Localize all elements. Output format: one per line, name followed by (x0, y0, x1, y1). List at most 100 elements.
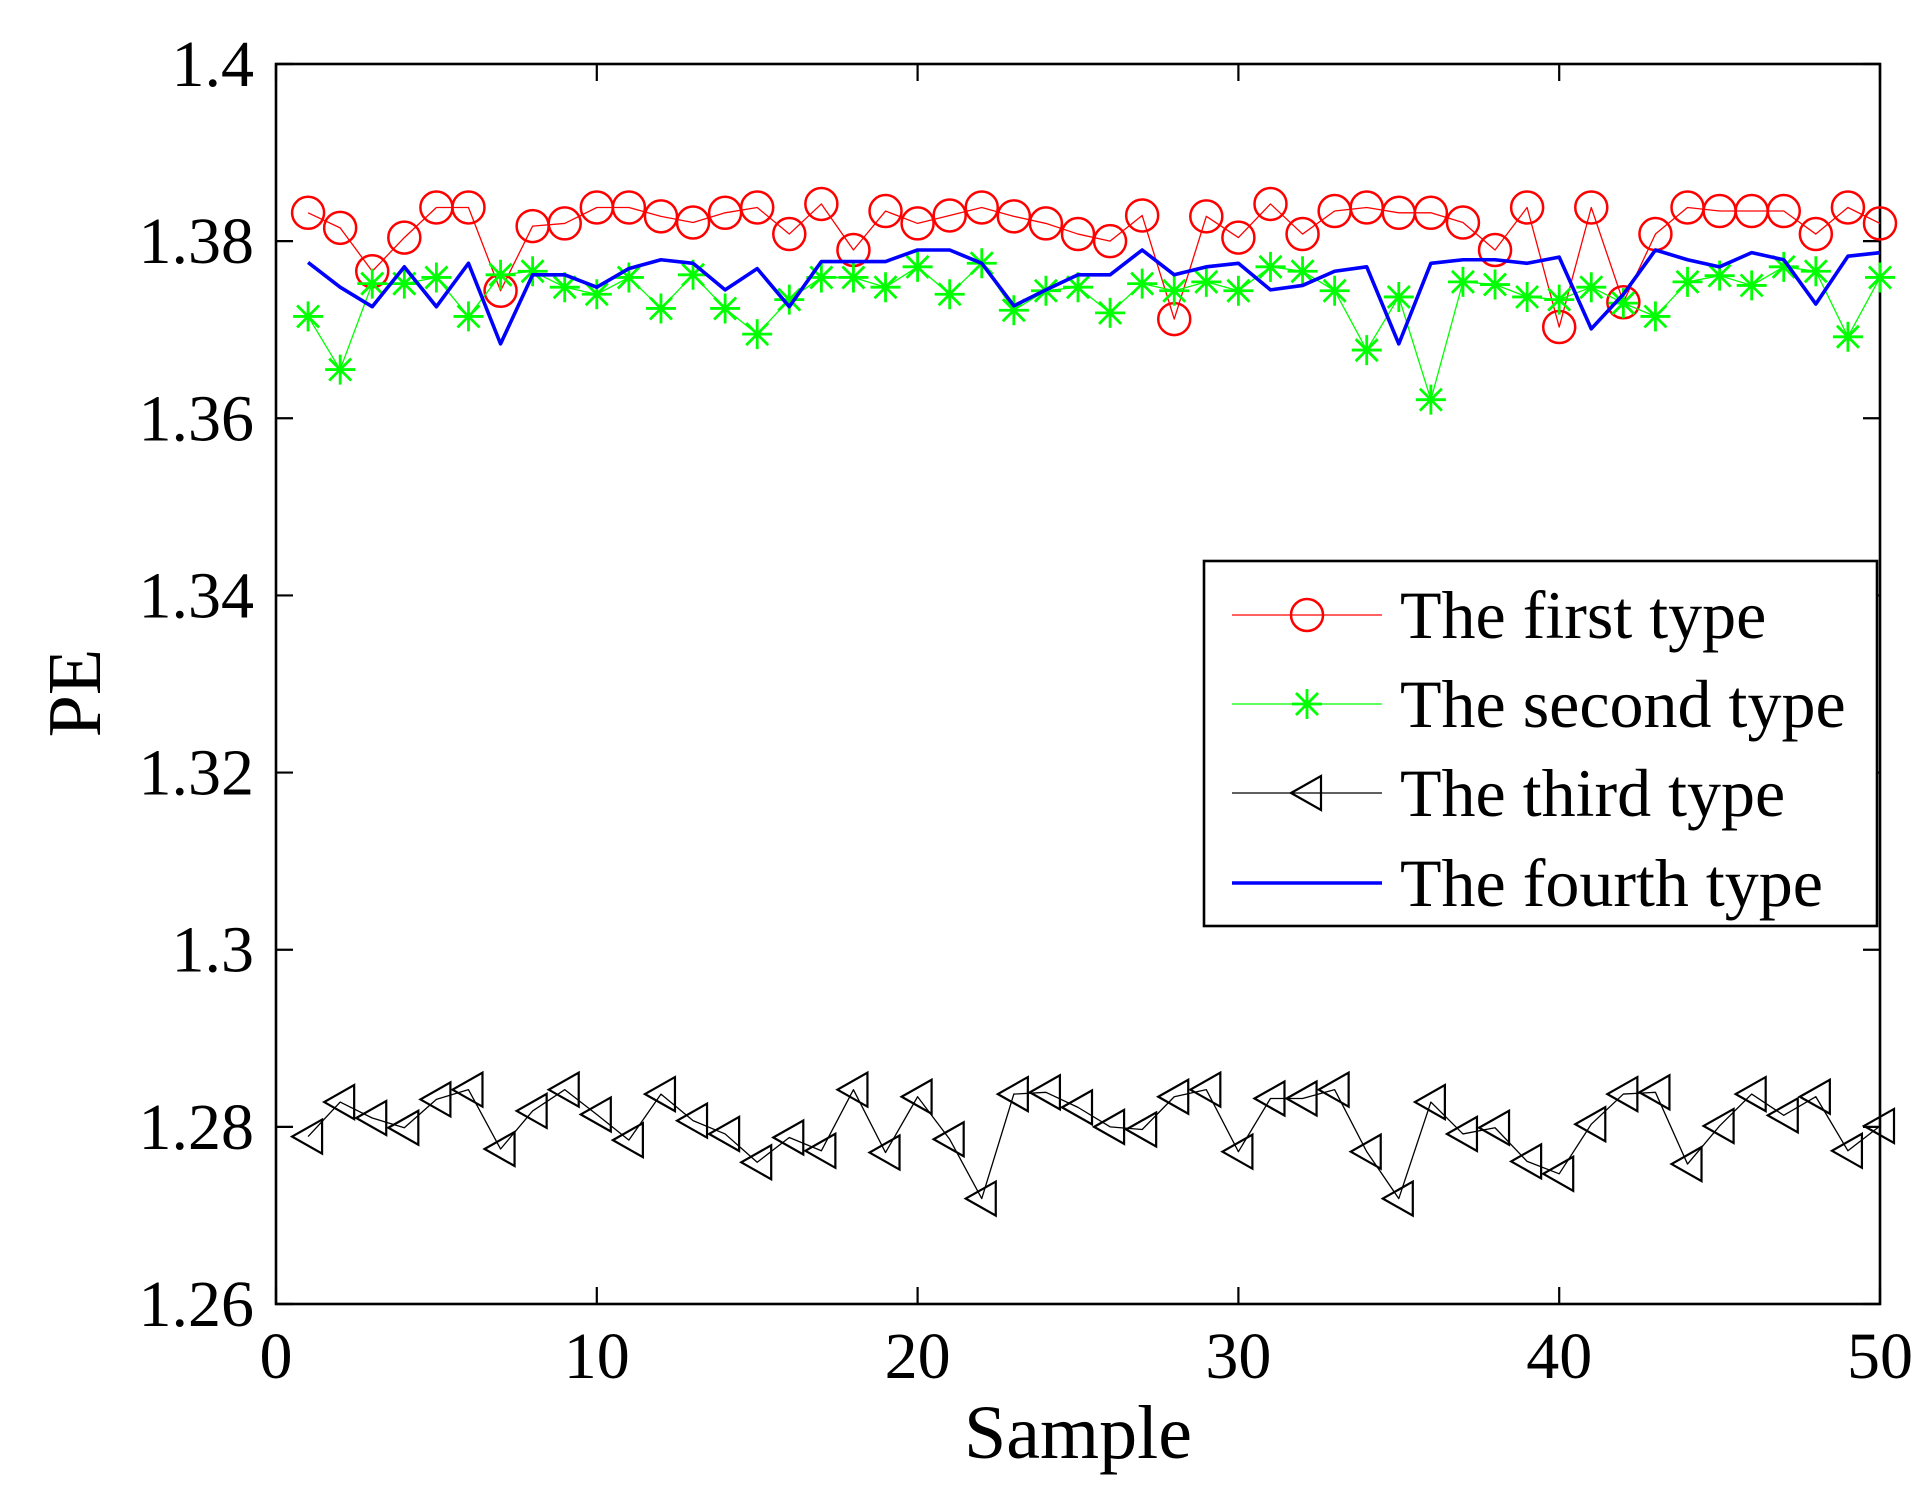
series-2-point (389, 268, 420, 299)
series-2-point (645, 293, 676, 324)
series-3-point (706, 1115, 741, 1153)
series-2-point (998, 295, 1029, 326)
series-2-point (1447, 266, 1478, 297)
series-1-point (1830, 190, 1866, 225)
series-1-point (1092, 223, 1128, 259)
series-3-point (482, 1130, 516, 1168)
series-2-point (1255, 251, 1286, 282)
series-3-point (1091, 1107, 1126, 1146)
series-2-point (1351, 335, 1382, 366)
series-1-point (1253, 186, 1288, 222)
series-3-point (1444, 1115, 1479, 1153)
series-3-point (1573, 1105, 1607, 1144)
series-3-point (1380, 1179, 1414, 1218)
series-2-point (870, 272, 901, 303)
legend-label: The fourth type (1400, 845, 1823, 921)
x-tick-label: 20 (885, 1320, 951, 1393)
series-1-point (451, 190, 486, 225)
series-1-point (675, 205, 711, 240)
series-3-point (995, 1075, 1029, 1113)
series-2-point (453, 301, 484, 332)
series-3-point (674, 1101, 709, 1140)
series-1-point (1862, 206, 1898, 241)
series-3-point (1733, 1075, 1767, 1113)
series-3-point (450, 1070, 484, 1109)
series-2-point (1512, 281, 1543, 312)
series-1-point (1766, 193, 1802, 229)
series-1-point (611, 190, 647, 225)
series-1-point (547, 206, 582, 241)
series-2-point (1544, 284, 1575, 315)
series-3-point (514, 1092, 548, 1130)
series-1-point (900, 206, 935, 241)
series-2-point (581, 279, 612, 310)
series-3-point (418, 1080, 452, 1119)
x-tick-label: 50 (1847, 1320, 1913, 1393)
series-1-point (1606, 285, 1641, 320)
series-4 (306, 248, 1881, 346)
series-2-point (1319, 275, 1350, 306)
series-3-point (642, 1075, 677, 1113)
legend-entry: The third type (1232, 755, 1785, 831)
series-2-point (1480, 269, 1511, 300)
series-3-point (1316, 1070, 1350, 1109)
y-tick-label: 1.36 (139, 382, 255, 455)
y-tick-label: 1.3 (172, 914, 255, 987)
series-2-point (1191, 266, 1222, 297)
series-1-point (1798, 216, 1834, 252)
series-1-point (1509, 190, 1545, 225)
series-2-point (1865, 262, 1895, 293)
series-2-point (1704, 260, 1735, 291)
series-1-point (1221, 220, 1256, 255)
series-3-point (963, 1179, 997, 1218)
x-tick-label: 30 (1205, 1320, 1271, 1393)
series-3-point (1284, 1079, 1318, 1118)
series-3-point (1669, 1145, 1703, 1183)
series-2-point (1768, 251, 1799, 282)
y-axis-label: PE (33, 649, 117, 738)
series-2-point (517, 256, 548, 287)
series-2-point (742, 319, 773, 350)
legend-entry: The first type (1232, 577, 1766, 653)
series-1-point (932, 198, 967, 233)
series-2-point (325, 354, 356, 385)
series-2-point (485, 259, 516, 290)
plot-box (274, 62, 1882, 1306)
series-1-point (1124, 198, 1160, 233)
series-2-point (613, 262, 644, 293)
series-2-point (293, 301, 324, 332)
series-1-point (1285, 216, 1320, 252)
series-3-point (1861, 1107, 1896, 1145)
series-3-point (738, 1143, 773, 1182)
x-tick-label: 10 (564, 1320, 630, 1393)
series-2-point (1159, 275, 1190, 306)
axis-tick-labels: 1.26 1.28 1.3 1.32 1.34 1.36 1.38 1.4 0 10 20 30 40 5… (139, 28, 1914, 1393)
series-1-point (322, 210, 358, 246)
series-3-line (307, 1089, 1881, 1200)
series-3-point (803, 1131, 837, 1170)
plot-series (289, 186, 1898, 1218)
series-1-point (1060, 216, 1096, 252)
legend-entry: The second type (1232, 666, 1846, 742)
series-3-point (1540, 1154, 1575, 1193)
legend-marker (1289, 597, 1325, 633)
series-2-point (774, 284, 805, 315)
series-2-point (1127, 268, 1158, 299)
series-3-point (1797, 1077, 1831, 1116)
legend-entry: The fourth type (1232, 845, 1823, 921)
series-1-point (772, 216, 807, 252)
series-3-point (1123, 1110, 1158, 1149)
series-3 (289, 1070, 1896, 1218)
series-2-point (1287, 256, 1318, 287)
legend-marker (1288, 774, 1323, 812)
series-3-point (771, 1118, 805, 1157)
x-axis-label: Sample (964, 1391, 1192, 1475)
series-3-point (1829, 1131, 1864, 1170)
series-3-point (1188, 1070, 1222, 1109)
y-tick-label: 1.4 (172, 28, 255, 101)
axes-frame (274, 62, 1882, 1306)
legend-label: The second type (1400, 666, 1846, 742)
series-1-point (996, 199, 1032, 234)
series-1-point (1445, 205, 1481, 240)
series-1 (290, 186, 1898, 345)
